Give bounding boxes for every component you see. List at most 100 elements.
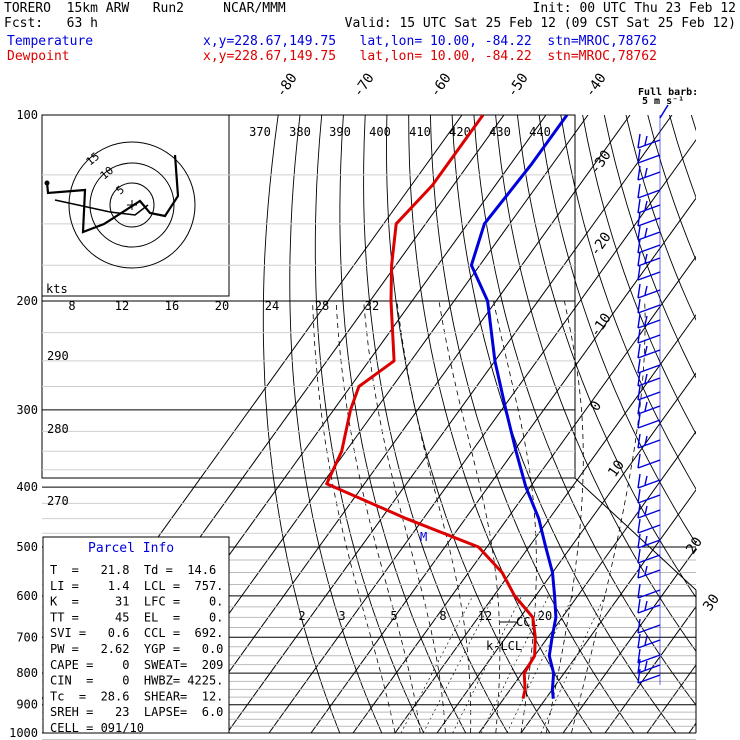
parcel-info-row: SREH = 23 LAPSE= 6.0	[50, 705, 223, 719]
dry-adiabat	[560, 115, 696, 490]
parcel-box-bg	[42, 536, 230, 734]
wind-barb	[637, 548, 661, 564]
wind-barb-flag	[644, 285, 648, 296]
pressure-tick-label: 200	[16, 294, 38, 308]
dewpoint-profile	[325, 115, 537, 700]
wind-barb	[637, 433, 661, 449]
wind-barb	[637, 358, 661, 374]
wind-barb	[637, 563, 661, 579]
full-barb-label: Full barb:	[638, 87, 698, 98]
wind-barb	[637, 343, 661, 359]
isotherm-line	[310, 197, 696, 733]
full-barb-sample	[659, 104, 669, 119]
wind-barb-staff	[637, 334, 661, 344]
wind-barb-staff	[637, 349, 661, 359]
full-barb-units: 5 m s⁻¹	[642, 96, 684, 107]
pressure-tick-label: 500	[16, 540, 38, 554]
wind-barb-flag	[637, 371, 641, 387]
wind-barb-flag	[637, 503, 641, 519]
wind-barb	[637, 328, 661, 344]
wind-barb	[637, 385, 661, 401]
wind-barb-staff	[637, 289, 661, 299]
wind-barb	[637, 618, 661, 634]
parcel-info-row: SVI = 0.6 CCL = 692.	[50, 626, 223, 640]
isotherm-line	[436, 372, 696, 733]
wind-barb-flag	[637, 488, 641, 504]
wind-barb-flag	[637, 298, 641, 314]
init-time: Init: 00 UTC Thu 23 Feb 12	[532, 1, 737, 16]
skewed-temperature-label: 0	[587, 398, 605, 414]
hodograph-units: kts	[46, 282, 68, 296]
lcl-annotation: k-LCL	[486, 639, 522, 653]
mixing-ratio-label: 5	[390, 609, 397, 623]
wind-barb-staff	[637, 589, 661, 599]
wind-barb-flag	[644, 505, 648, 516]
isotherm-line	[562, 547, 696, 733]
wind-barb-flag	[644, 253, 648, 264]
wind-barb	[637, 648, 661, 664]
wind-barb-staff	[637, 554, 661, 564]
mixing-ratio-label: 8	[68, 299, 75, 313]
wind-barb-flag	[644, 373, 648, 384]
wind-barb-staff	[637, 639, 661, 649]
wind-barb-flag	[637, 225, 641, 241]
wind-barb-flag	[644, 200, 648, 211]
dewpoint-station-info: x,y=228.67,149.75 lat,lon= 10.00, -84.22…	[203, 49, 657, 64]
mixing-ratio-label: 12	[478, 609, 492, 623]
hodograph-trace	[45, 154, 180, 234]
theta-e-label: 410	[409, 125, 431, 139]
theta-e-label: 400	[369, 125, 391, 139]
wind-barb-flag	[637, 198, 641, 214]
wind-barb-staff	[637, 304, 661, 314]
parcel-info-row: CAPE = 0 SWEAT= 209	[50, 658, 223, 672]
theta-label: 280	[47, 422, 69, 436]
theta-e-label: 370	[249, 125, 271, 139]
parcel-info-row: PW = 2.62 YGP = 0.0	[50, 642, 223, 656]
wind-barb-staff	[637, 674, 661, 684]
wind-barb	[637, 198, 661, 214]
skewed-temperature-label: 10	[605, 457, 628, 480]
moist-adiabat	[335, 300, 421, 733]
wind-barb-staff	[637, 664, 661, 674]
wind-barb-staff	[637, 391, 661, 401]
parcel-info-row: K = 31 LFC = 0.	[50, 595, 223, 609]
parcel-info-box: Parcel Info T = 21.8 Td = 14.6 LI = 1.4 LC…	[42, 536, 230, 735]
hodograph-ring	[109, 182, 155, 228]
frame-edge	[574, 477, 697, 591]
wind-barb-staff	[637, 171, 661, 181]
wind-barb	[637, 583, 661, 599]
wind-barb-staff	[637, 624, 661, 634]
mixing-ratio-label: 12	[115, 299, 129, 313]
hodograph-trace	[54, 199, 149, 216]
mixing-ratio-label: 20	[215, 299, 229, 313]
wind-barb-staff	[637, 494, 661, 504]
temperature-profile	[469, 115, 569, 699]
theta-e-label: 380	[289, 125, 311, 139]
mixing-ratio-label: 28	[315, 299, 329, 313]
wind-barb-staff	[637, 271, 661, 281]
pressure-tick-label: 300	[16, 403, 38, 417]
wind-barb-flag	[637, 668, 641, 684]
valid-time: Valid: 15 UTC Sat 25 Feb 12 (09 CST Sat …	[344, 16, 736, 31]
isotherm-line	[394, 314, 696, 733]
theta-label: 290	[47, 349, 69, 363]
dry-adiabat	[582, 115, 696, 435]
wind-barb-flag	[637, 313, 641, 329]
isotherm-line	[688, 722, 696, 733]
wind-barb-flag	[637, 533, 641, 549]
wind-barb	[637, 148, 661, 164]
wind-barb-staff	[637, 604, 661, 614]
wind-barb-staff	[637, 524, 661, 534]
skewed-temperature-label: -40	[582, 70, 610, 100]
parcel-info-row: Tc = 28.6 SHEAR= 12.	[50, 689, 223, 703]
wind-barb-staff	[637, 244, 661, 254]
wind-barb-flag	[637, 343, 641, 359]
mixing-ratio-label: 8	[439, 609, 446, 623]
wind-barb-staff	[637, 189, 661, 199]
wind-barb-flag	[644, 135, 648, 146]
mixed-layer-marker: M	[420, 530, 427, 544]
wind-barb-flag	[637, 548, 641, 564]
skewed-temperature-label: -60	[427, 70, 455, 100]
skewed-temperature-label: 30	[700, 591, 723, 614]
